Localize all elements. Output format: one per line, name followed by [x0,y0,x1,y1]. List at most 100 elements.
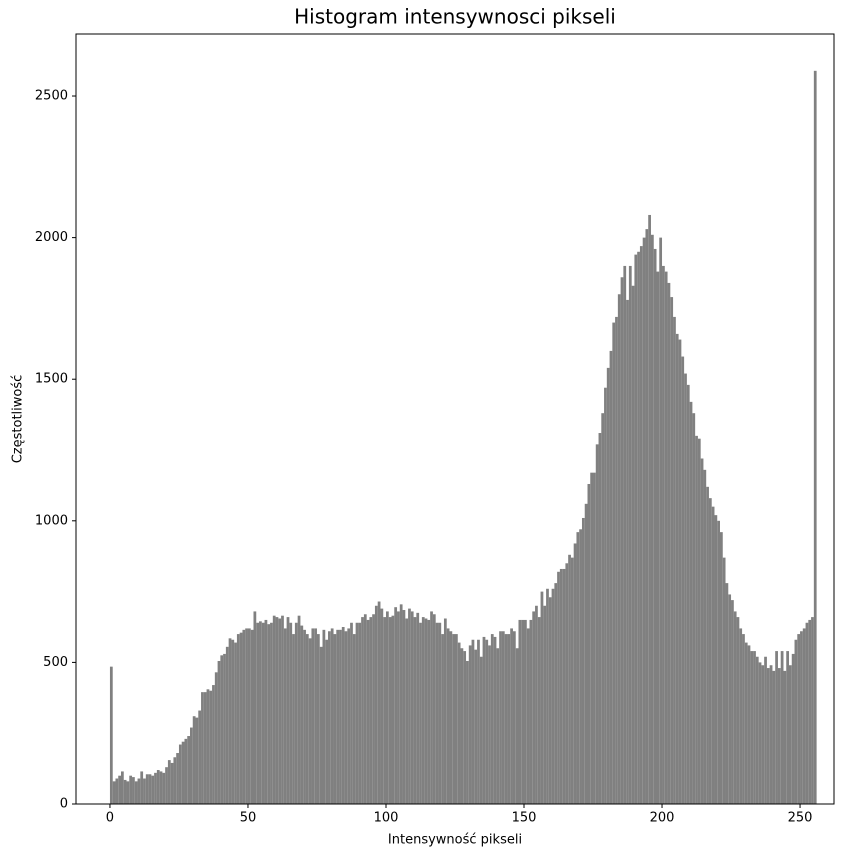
bar [363,614,367,804]
bar [181,741,185,804]
bar [344,631,348,804]
bar [755,656,759,804]
bar [267,624,271,804]
bar [653,248,657,804]
x-tick-label: 50 [240,811,257,826]
bar [289,622,293,804]
bar [645,229,649,805]
bar [559,568,563,804]
bar [223,653,226,804]
bar [383,617,386,804]
bar [576,532,580,804]
bar [253,611,257,804]
bar [352,634,356,804]
bar [319,646,323,804]
bar [612,322,616,804]
bar [463,651,467,804]
bar [228,638,232,804]
bar [123,779,127,804]
bar [554,583,558,804]
bar [350,622,353,804]
bar [184,738,188,804]
bar [664,271,668,804]
bar [355,622,359,804]
bar [394,607,398,804]
bar [510,628,513,804]
bar [648,214,651,805]
bar [557,571,560,804]
bar [421,617,425,804]
bar [769,665,773,804]
bar [650,234,654,804]
bar [568,554,571,804]
bar [206,689,210,804]
bar [137,778,141,804]
bar [140,771,144,804]
bar [570,557,574,804]
y-tick-label: 1500 [35,372,68,387]
x-tick-label: 250 [788,811,813,826]
bar [239,632,243,804]
bar [397,611,400,804]
bar [526,628,530,804]
bar [764,656,767,804]
bar [604,387,607,804]
bar [316,634,320,804]
bar [190,727,193,804]
bar [587,483,591,804]
bar [250,629,254,804]
bar [631,285,635,804]
bar [606,367,610,804]
bar [639,246,643,804]
bar [314,628,317,804]
bar [747,645,751,804]
bar [154,772,157,804]
bar [684,373,687,804]
bar [198,710,202,804]
bar [377,601,381,804]
x-tick-label: 0 [106,811,114,826]
bar [178,744,182,804]
bar [388,617,392,804]
bar [261,622,265,804]
bar [455,634,458,804]
bar [134,781,138,804]
bar [159,771,163,804]
bar [485,639,489,804]
bar [518,619,522,804]
bar [673,316,676,804]
bar [789,665,792,804]
bar [670,297,674,804]
bar [148,774,152,804]
bar [435,622,439,804]
x-tick-label: 150 [512,811,537,826]
bar [482,636,486,804]
bar [167,760,171,804]
bar [609,350,613,804]
bar [366,619,370,804]
bar [272,615,276,804]
bar [493,636,497,804]
bar [201,692,204,804]
bar [466,660,469,804]
bar [711,506,715,804]
bar [706,486,709,804]
bar [203,692,207,804]
bar [441,634,444,804]
bar [416,612,420,804]
bar [524,619,527,804]
y-tick-label: 2000 [35,230,68,245]
bar [595,444,599,804]
bar [432,614,436,804]
bar [529,619,533,804]
x-tick-label: 100 [374,811,399,826]
bar [187,736,191,804]
bar [742,634,745,804]
bar [303,629,306,804]
bar [438,622,442,804]
bar [733,611,737,804]
bar [281,615,284,804]
bar [753,651,756,804]
bar [714,515,718,804]
